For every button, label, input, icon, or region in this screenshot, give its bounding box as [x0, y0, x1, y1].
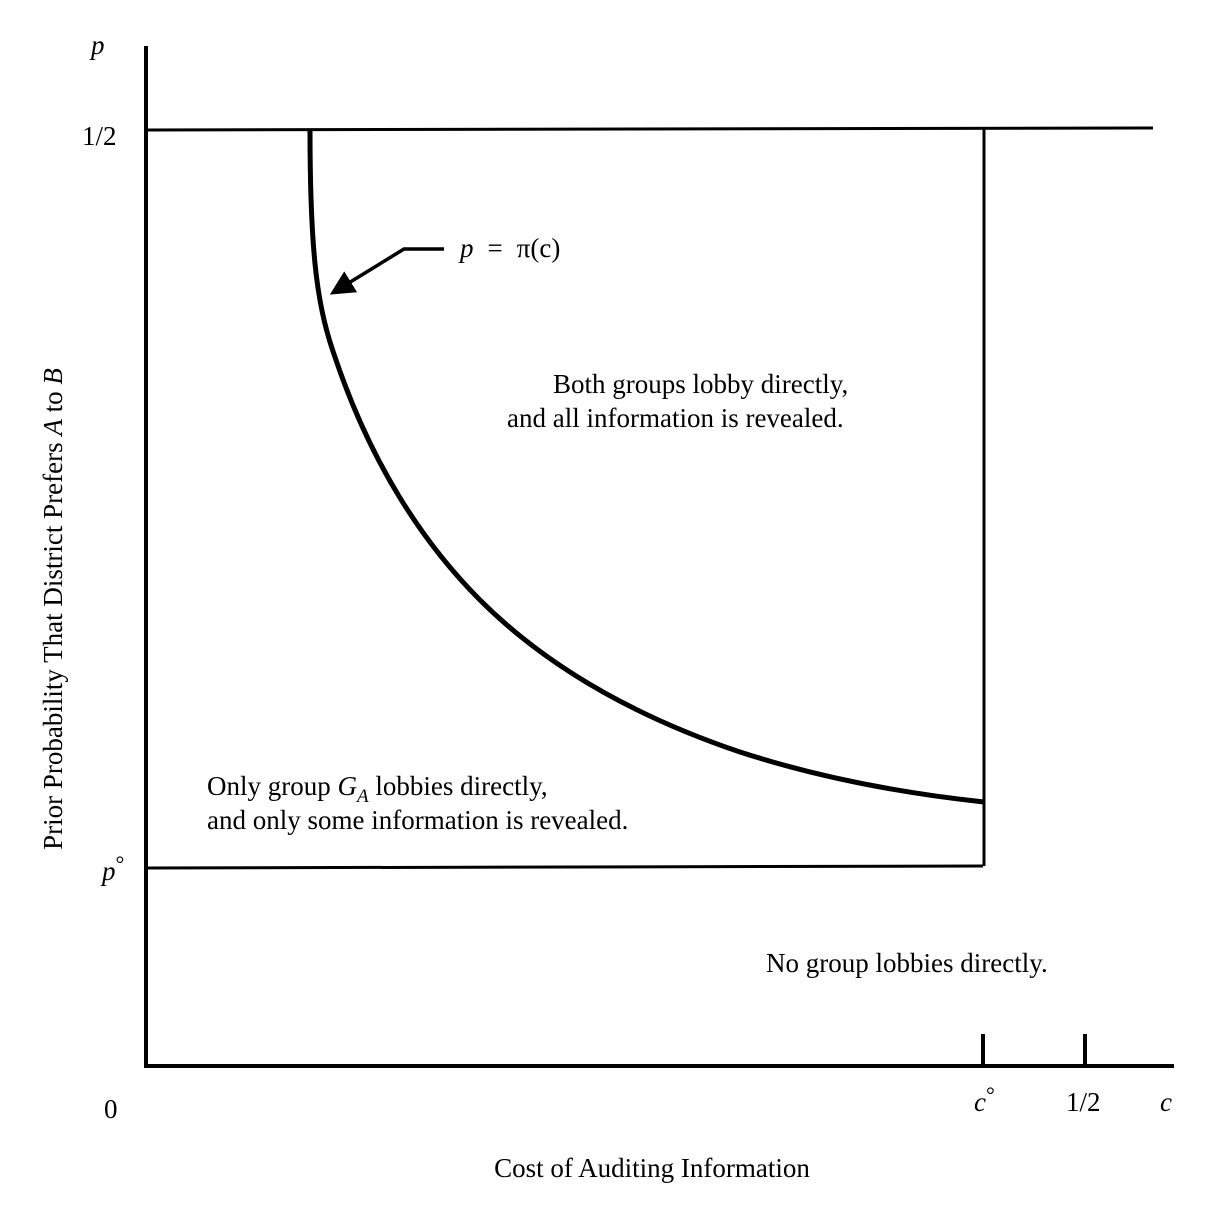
x-axis-symbol: c	[1160, 1087, 1172, 1117]
p0-boundary-line	[145, 864, 984, 870]
x-tick-c0: c°	[974, 1082, 995, 1117]
curve-pointer-arrow	[329, 247, 444, 295]
curve-label: p = π(c)	[458, 233, 560, 263]
y-tick-p0: p°	[100, 851, 124, 886]
region-both-line2: and all information is revealed.	[507, 403, 844, 433]
y-axis-symbol: p	[89, 30, 105, 60]
half-probability-line	[145, 126, 1154, 132]
x-axis-title: Cost of Auditing Information	[494, 1153, 810, 1183]
region-only-a-line1: Only group GA lobbies directly,	[207, 771, 548, 807]
region-both-line1: Both groups lobby directly,	[553, 369, 848, 399]
pi-curve	[307, 129, 985, 805]
region-only-a-line2: and only some information is revealed.	[207, 805, 628, 835]
region-none: No group lobbies directly.	[766, 948, 1048, 978]
x-tick-half: 1/2	[1066, 1087, 1101, 1117]
y-tick-half: 1/2	[82, 121, 117, 151]
y-axis-title: Prior Probability That District Prefers …	[38, 368, 68, 850]
origin-label: 0	[104, 1094, 118, 1124]
